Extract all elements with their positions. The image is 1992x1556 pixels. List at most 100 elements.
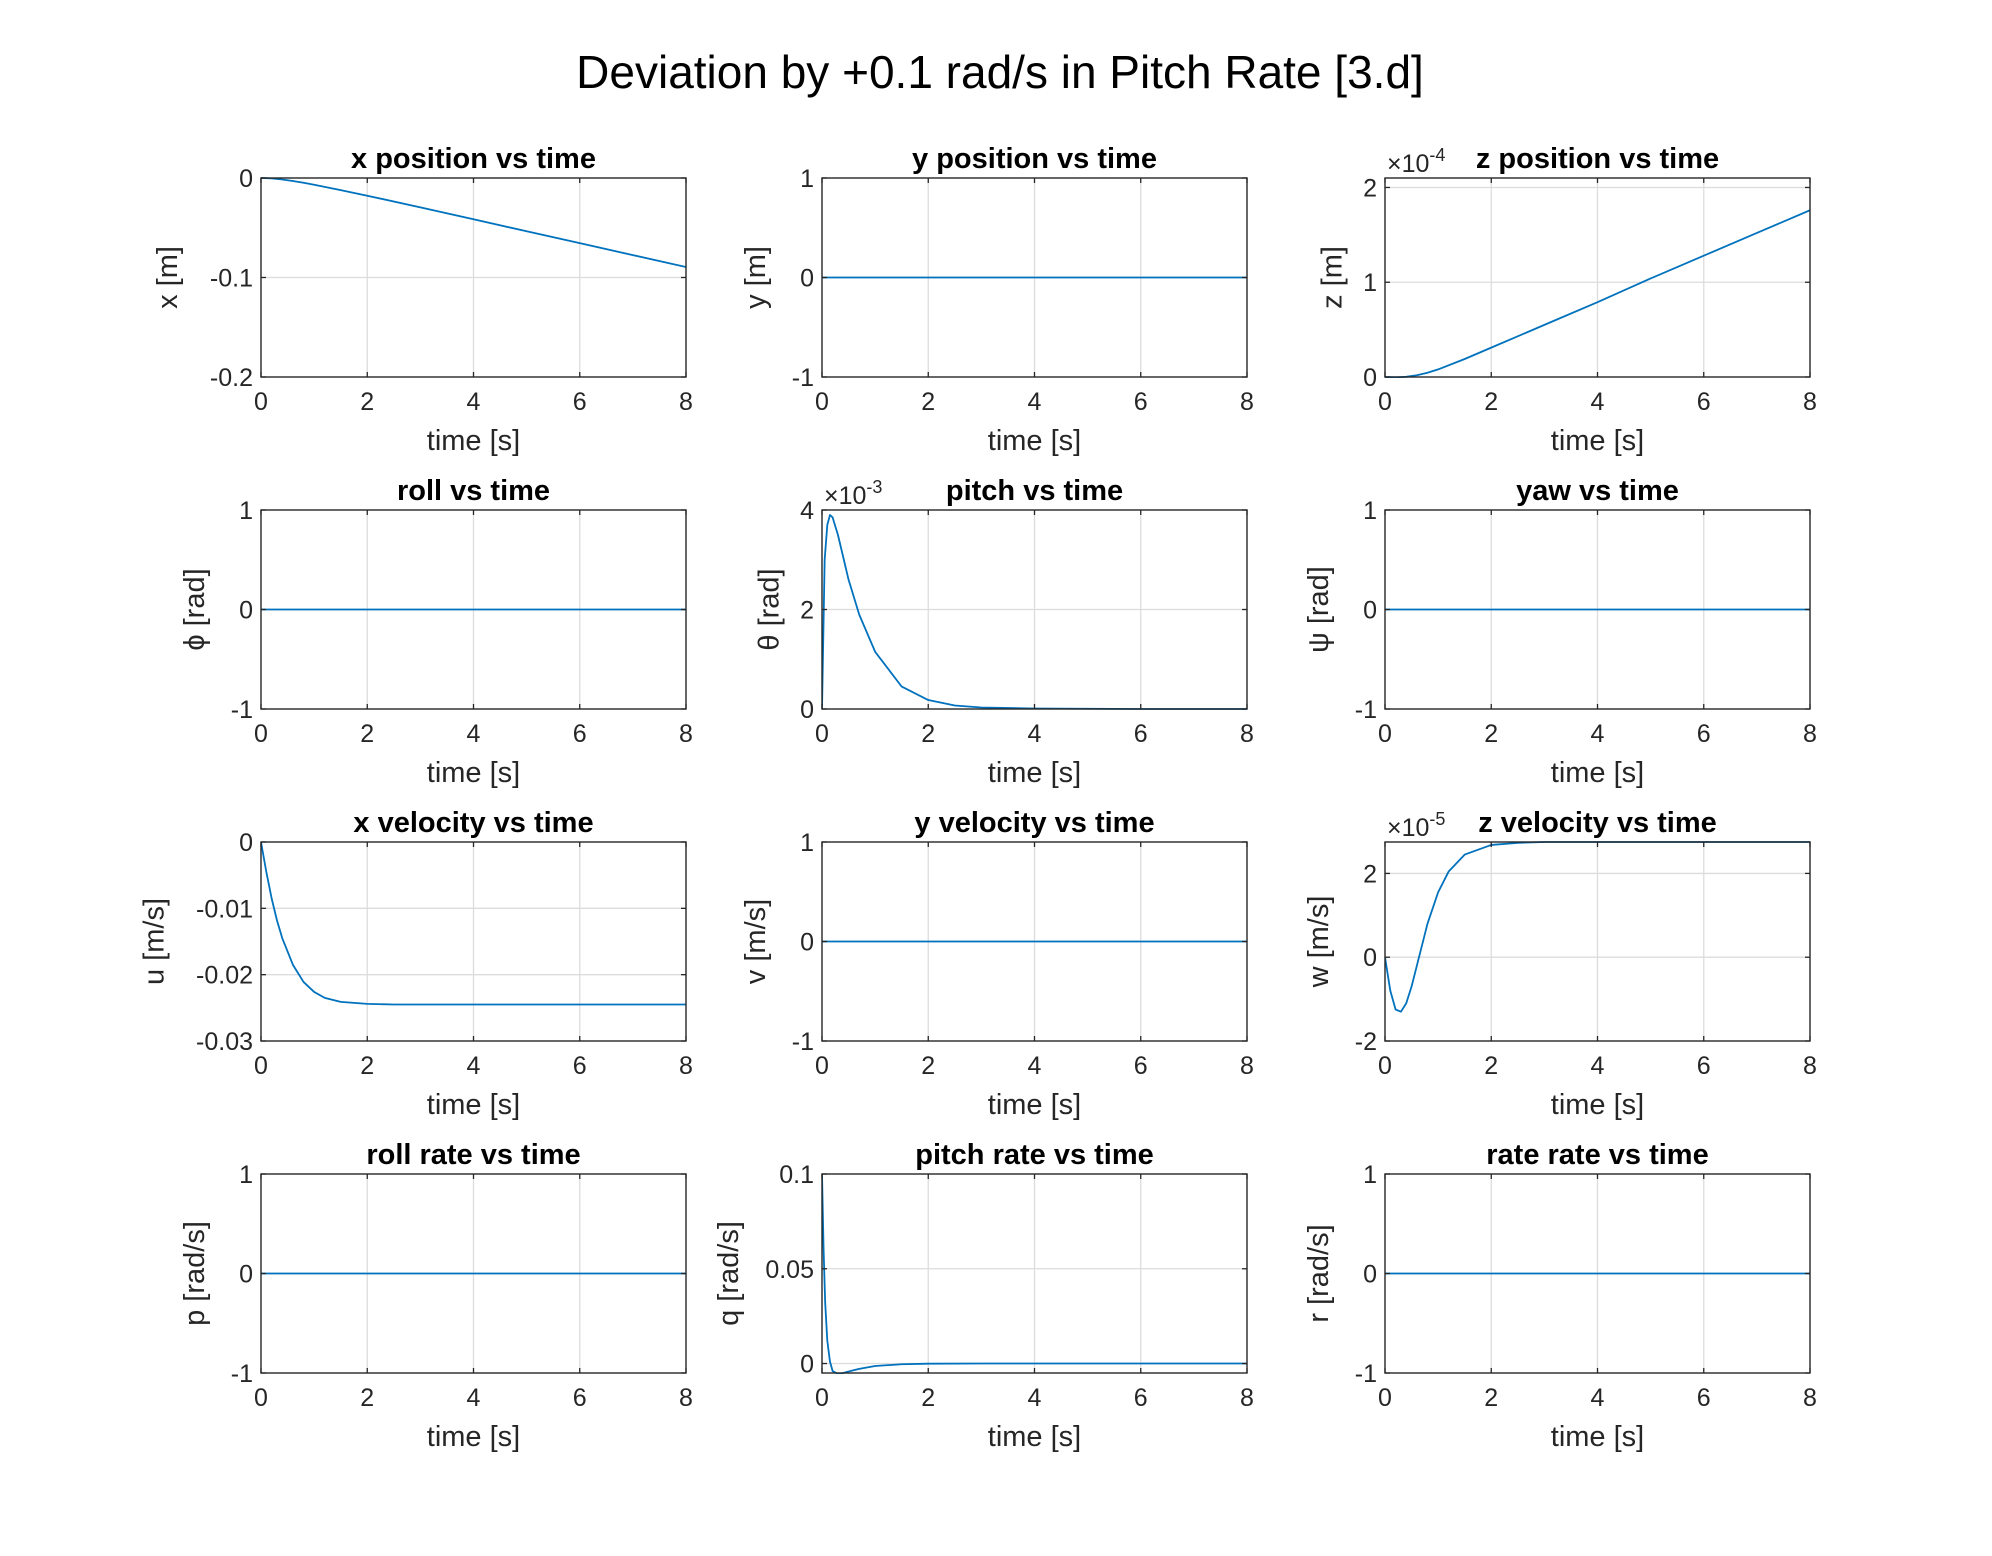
subplot-5: 0 2 4 6 8 0 2 4 ×10-3 pitch vs time time [s] θ [rad… — [754, 475, 1254, 789]
y-tick-label: 1 — [239, 1161, 253, 1189]
x-tick-label: 8 — [679, 1052, 693, 1080]
x-tick-label: 4 — [1028, 388, 1042, 416]
subplot-title: z velocity vs time — [1478, 807, 1717, 839]
x-tick-label: 6 — [1697, 720, 1711, 748]
y-axis-label: q [rad/s] — [713, 1221, 745, 1326]
y-tick-label: -0.2 — [210, 364, 253, 392]
y-tick-label: 1 — [800, 165, 814, 193]
y-axis-label: r [rad/s] — [1303, 1224, 1335, 1322]
x-tick-label: 8 — [679, 1384, 693, 1412]
x-tick-label: 4 — [467, 388, 481, 416]
y-tick-label: 0 — [800, 1351, 814, 1379]
y-tick-label: -2 — [1355, 1028, 1377, 1056]
x-tick-label: 8 — [1240, 1052, 1254, 1080]
subplot-1: 0 2 4 6 8 -0.2 -0.1 0 x position vs time time [s]… — [152, 143, 693, 457]
y-tick-label: 0 — [239, 597, 253, 625]
y-axis-label: x [m] — [152, 246, 184, 309]
x-tick-label: 0 — [254, 388, 268, 416]
x-tick-label: 8 — [1240, 388, 1254, 416]
y-tick-label: -1 — [792, 364, 814, 392]
x-tick-label: 0 — [815, 1384, 829, 1412]
y-tick-label: -0.03 — [196, 1028, 253, 1056]
x-axis-label: time [s] — [427, 425, 520, 457]
y-tick-label: -0.1 — [210, 265, 253, 293]
subplot-3: 0 2 4 6 8 0 1 2 ×10-4 z position vs time time [s] z… — [1317, 143, 1817, 457]
x-tick-label: 4 — [1028, 720, 1042, 748]
series-line-1 — [822, 1173, 1247, 1374]
subplot-title: roll rate vs time — [366, 1139, 580, 1171]
subplot-title: z position vs time — [1476, 143, 1719, 175]
x-tick-label: 2 — [1484, 388, 1498, 416]
x-axis-label: time [s] — [988, 1421, 1081, 1453]
axis-exponent: ×10-4 — [1387, 145, 1445, 178]
x-axis-label: time [s] — [1551, 425, 1644, 457]
x-tick-label: 4 — [1028, 1384, 1042, 1412]
y-tick-label: 0.1 — [779, 1161, 814, 1189]
x-tick-label: 6 — [573, 1384, 587, 1412]
x-axis-label: time [s] — [427, 757, 520, 789]
subplot-title: pitch rate vs time — [915, 1139, 1154, 1171]
x-axis-label: time [s] — [988, 425, 1081, 457]
subplot-title: roll vs time — [397, 475, 550, 507]
y-axis-label: z [m] — [1317, 246, 1349, 309]
y-tick-label: 2 — [800, 597, 814, 625]
y-tick-label: -0.02 — [196, 962, 253, 990]
x-tick-label: 2 — [1484, 1384, 1498, 1412]
subplot-title: pitch vs time — [946, 475, 1123, 507]
x-axis-label: time [s] — [988, 1089, 1081, 1121]
x-tick-label: 6 — [1697, 1052, 1711, 1080]
x-tick-label: 0 — [815, 720, 829, 748]
y-tick-label: 1 — [1363, 497, 1377, 525]
y-tick-label: 1 — [1363, 269, 1377, 297]
x-tick-label: 8 — [1803, 1052, 1817, 1080]
x-tick-label: 2 — [921, 720, 935, 748]
subplot-title: y position vs time — [912, 143, 1157, 175]
subplot-title: rate rate vs time — [1486, 1139, 1708, 1171]
subplot-title: y velocity vs time — [914, 807, 1154, 839]
y-tick-label: 1 — [239, 497, 253, 525]
y-tick-label: 4 — [800, 497, 814, 525]
y-tick-label: -0.01 — [196, 895, 253, 923]
y-tick-label: -1 — [1355, 696, 1377, 724]
x-tick-label: 8 — [1240, 1384, 1254, 1412]
x-tick-label: 4 — [1591, 1384, 1605, 1412]
y-axis-label: w [m/s] — [1303, 896, 1335, 989]
y-axis-label: y [m] — [740, 246, 772, 309]
x-tick-label: 6 — [1697, 388, 1711, 416]
x-axis-label: time [s] — [1551, 1089, 1644, 1121]
y-tick-label: 0 — [1363, 597, 1377, 625]
x-tick-label: 2 — [1484, 720, 1498, 748]
y-tick-label: 1 — [800, 829, 814, 857]
y-tick-label: -1 — [792, 1028, 814, 1056]
x-tick-label: 8 — [679, 388, 693, 416]
y-tick-label: 0 — [239, 829, 253, 857]
x-tick-label: 6 — [1134, 388, 1148, 416]
y-axis-label: u [m/s] — [139, 898, 171, 985]
y-tick-label: 0 — [1363, 1261, 1377, 1289]
x-tick-label: 0 — [1378, 1052, 1392, 1080]
series-line-1 — [261, 177, 686, 268]
y-tick-label: 0 — [239, 1261, 253, 1289]
x-tick-label: 4 — [1591, 1052, 1605, 1080]
x-tick-label: 4 — [467, 1052, 481, 1080]
x-tick-label: 8 — [1240, 720, 1254, 748]
y-tick-label: 0 — [800, 696, 814, 724]
x-tick-label: 0 — [815, 388, 829, 416]
subplot-7: 0 2 4 6 8 -0.03 -0.02 -0.01 0 x velocity vs time t… — [139, 807, 693, 1121]
x-tick-label: 0 — [254, 1052, 268, 1080]
x-tick-label: 6 — [1134, 1384, 1148, 1412]
x-axis-label: time [s] — [427, 1089, 520, 1121]
y-tick-label: 0 — [800, 265, 814, 293]
x-tick-label: 8 — [1803, 388, 1817, 416]
y-tick-label: 0 — [1363, 364, 1377, 392]
subplot-11: 0 2 4 6 8 0 0.05 0.1 pitch rate vs time time [s] q… — [713, 1139, 1254, 1453]
x-tick-label: 2 — [1484, 1052, 1498, 1080]
x-tick-label: 2 — [360, 720, 374, 748]
y-axis-label: ϕ [rad] — [179, 568, 211, 650]
x-axis-label: time [s] — [1551, 757, 1644, 789]
axis-exponent: ×10-3 — [824, 477, 882, 510]
